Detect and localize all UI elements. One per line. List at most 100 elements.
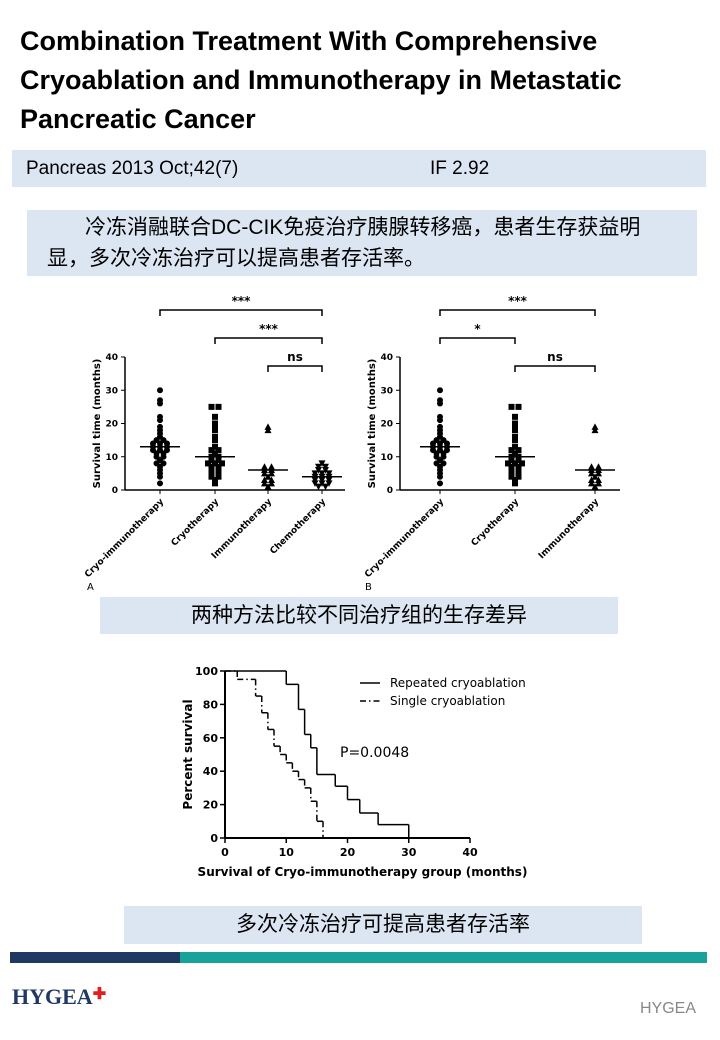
significance-label: *** (259, 322, 279, 336)
watermark: HYGEA (640, 1000, 697, 1017)
data-point (157, 387, 163, 394)
data-point (508, 463, 515, 470)
data-point (311, 480, 319, 487)
data-point (212, 437, 218, 444)
data-point (215, 457, 222, 464)
data-point (212, 427, 218, 434)
data-point (588, 469, 595, 477)
data-point (512, 480, 518, 487)
data-point (595, 476, 602, 484)
data-point (261, 463, 268, 470)
data-point (515, 470, 522, 477)
x-axis-label: Survival of Cryo-immunotherapy group (mo… (198, 865, 528, 879)
data-point (322, 463, 329, 471)
data-point (515, 467, 522, 474)
data-point (591, 473, 599, 480)
x-tick-label: Immunotherapy (537, 497, 601, 561)
data-point (264, 423, 272, 430)
x-tick-label: 10 (279, 846, 295, 859)
data-point (311, 477, 319, 484)
data-point (512, 413, 518, 420)
data-point (508, 470, 515, 477)
data-point (212, 480, 218, 487)
significance-label: ns (287, 350, 303, 364)
significance-label: *** (508, 294, 528, 308)
data-point (512, 427, 518, 434)
y-axis-label: Percent survival (181, 699, 195, 809)
data-point (215, 473, 222, 480)
significance-label: *** (232, 294, 252, 308)
data-point (515, 403, 522, 410)
data-point (512, 420, 518, 427)
data-point (508, 457, 515, 464)
data-point (515, 447, 522, 454)
significance-bracket (439, 337, 516, 344)
x-tick-label: Immunotherapy (210, 497, 274, 561)
data-point (508, 473, 515, 480)
data-point (515, 463, 522, 470)
data-point (268, 463, 275, 470)
data-point (212, 477, 218, 484)
data-point (318, 470, 326, 477)
data-point (208, 470, 215, 477)
y-tick-label: 0 (387, 486, 393, 496)
y-tick-label: 20 (203, 799, 219, 812)
significance-label: * (474, 322, 481, 336)
data-point (508, 467, 515, 474)
data-point (215, 470, 222, 477)
data-point (212, 420, 218, 427)
data-point (515, 473, 522, 480)
data-point (437, 400, 443, 407)
data-point (157, 417, 163, 424)
data-point (157, 473, 163, 480)
data-point (591, 426, 599, 434)
data-point (512, 450, 518, 457)
data-point (437, 473, 443, 480)
data-point (588, 463, 595, 470)
footer-bar (180, 952, 707, 963)
summary: 冷冻消融联合DC-CIK免疫治疗胰腺转移癌，患者生存获益明显，多次冷冻治疗可以提… (27, 210, 697, 276)
data-point (264, 473, 272, 480)
y-tick-label: 0 (112, 486, 118, 496)
y-tick-label: 0 (210, 832, 218, 845)
p-value: P=0.0048 (340, 745, 409, 761)
y-tick-label: 60 (203, 732, 219, 745)
data-point (318, 460, 326, 467)
data-point (595, 469, 602, 477)
panel-label: B (365, 582, 372, 593)
data-point (215, 463, 222, 470)
title: Combination Treatment With Comprehensive… (20, 26, 622, 134)
data-point (588, 476, 595, 484)
data-point (322, 483, 329, 491)
y-tick-label: 40 (105, 353, 118, 363)
panel-label: A (87, 582, 94, 593)
data-point (157, 400, 163, 407)
x-tick-label: Cryotherapy (170, 497, 222, 549)
caption: 多次冷冻治疗可提高患者存活率 (124, 906, 642, 944)
data-point (512, 477, 518, 484)
data-point (315, 463, 322, 471)
y-tick-label: 100 (195, 665, 218, 678)
x-tick-label: Cryo-immunotherapy (363, 497, 446, 580)
data-point (515, 457, 522, 464)
y-tick-label: 30 (105, 386, 118, 396)
data-point (219, 460, 225, 467)
data-point (591, 483, 599, 490)
data-point (512, 443, 518, 450)
data-point (595, 479, 602, 487)
data-point (212, 413, 218, 420)
data-point (519, 460, 525, 467)
data-point (508, 403, 515, 410)
data-point (215, 403, 222, 410)
data-point (512, 423, 518, 430)
data-point (261, 469, 268, 477)
logo-text: HYGEA (12, 984, 93, 1009)
logo-cross: ✚ (92, 986, 107, 1003)
y-tick-label: 40 (380, 353, 393, 363)
x-tick-label: 30 (401, 846, 417, 859)
x-tick-label: Cryotherapy (470, 497, 522, 549)
footer-bar (10, 952, 180, 963)
data-point (212, 460, 218, 467)
citation-bar: Pancreas 2013 Oct;42(7) IF 2.92 (12, 150, 706, 187)
